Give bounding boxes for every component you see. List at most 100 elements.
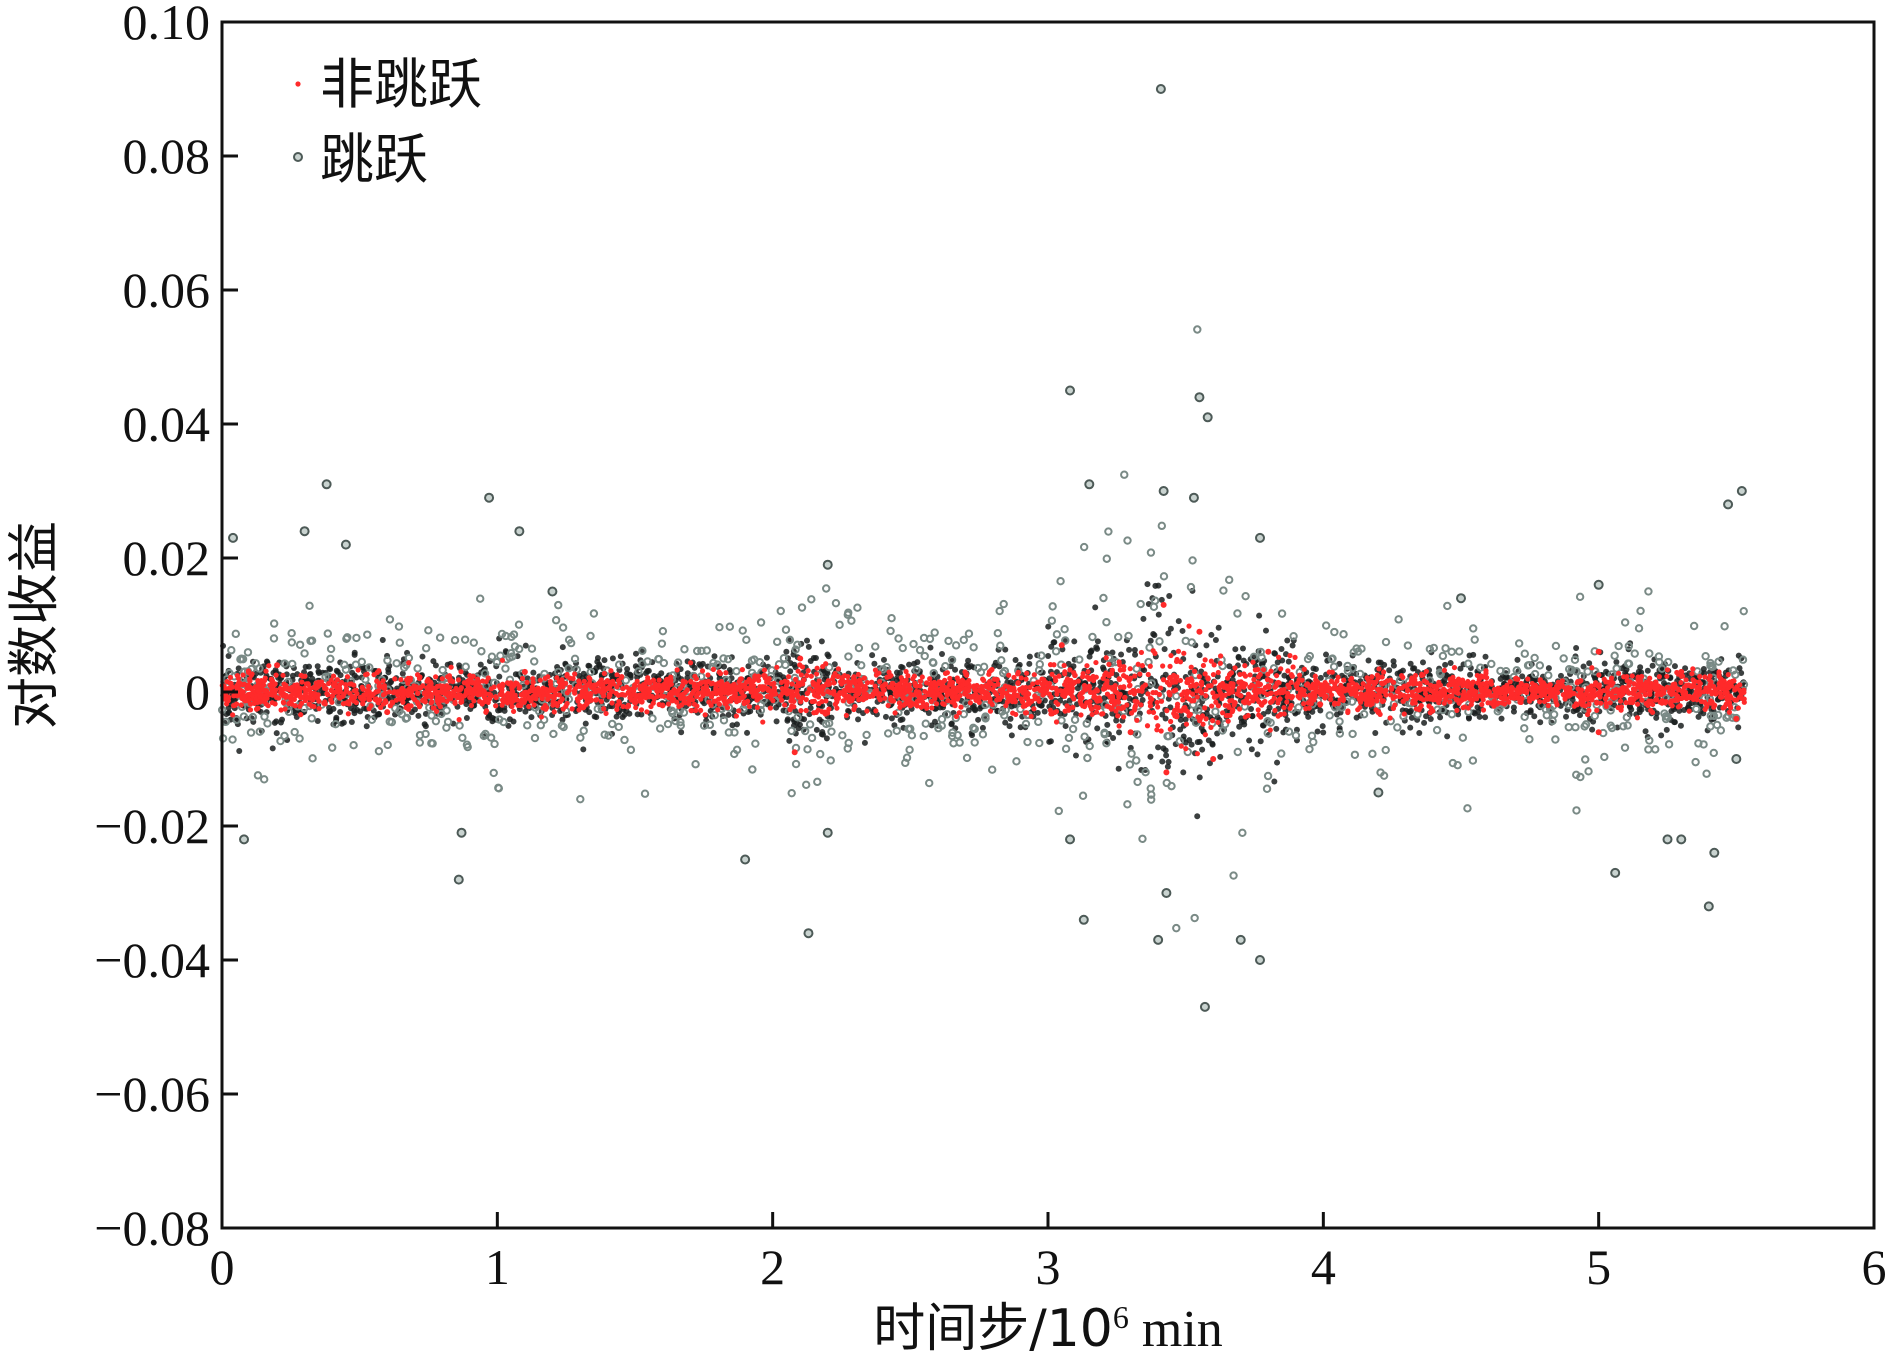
jump-point — [887, 614, 896, 623]
jump-point — [430, 658, 437, 665]
jump-point — [648, 714, 657, 723]
jump-point — [1194, 813, 1201, 820]
jump-point — [1099, 593, 1108, 603]
non-jump-point — [324, 691, 330, 697]
jump-point — [897, 669, 904, 676]
jump-point — [1591, 667, 1600, 676]
jump-point — [1274, 659, 1281, 666]
jump-point — [1653, 714, 1660, 721]
jump-point — [514, 620, 524, 629]
jump-point — [1233, 609, 1242, 618]
jump-point — [1041, 708, 1048, 715]
jump-point — [1257, 738, 1264, 745]
jump-point — [1220, 719, 1230, 729]
jump-point — [1114, 632, 1123, 642]
non-jump-point — [1376, 666, 1382, 672]
jump-point — [1238, 828, 1247, 838]
jump-point — [1470, 635, 1479, 644]
jump-point — [1249, 712, 1256, 719]
jump-point — [1612, 664, 1621, 673]
jump-point — [1329, 662, 1339, 671]
jump-point — [1294, 703, 1303, 712]
jump-point — [1150, 630, 1157, 637]
jump-point — [1271, 650, 1278, 657]
jump-point — [1167, 625, 1174, 632]
non-jump-point — [1726, 709, 1733, 715]
jump-point — [1146, 795, 1156, 804]
jump-point — [1284, 716, 1291, 723]
jump-point — [756, 618, 766, 627]
jump-point — [1320, 729, 1327, 736]
jump-point — [411, 706, 418, 713]
jump-point — [801, 780, 811, 789]
non-jump-point — [448, 664, 454, 670]
jump-point — [1572, 667, 1581, 676]
jump-point — [594, 658, 601, 665]
non-jump-point — [710, 666, 717, 672]
jump-point — [927, 644, 934, 651]
jump-point — [1012, 656, 1019, 663]
jump-point — [307, 714, 316, 723]
jump-point — [962, 753, 972, 763]
non-jump-point — [1284, 699, 1290, 705]
jump-point — [1586, 660, 1593, 667]
non-jump-point — [345, 711, 351, 717]
jump-point — [1335, 717, 1344, 726]
non-jump-point — [1554, 702, 1560, 708]
jump-point — [1097, 679, 1104, 686]
jump-point — [1333, 711, 1340, 718]
jump-point — [551, 616, 561, 625]
jump-point — [564, 635, 574, 645]
jump-point — [696, 672, 706, 681]
jump-point — [1145, 643, 1154, 652]
non-jump-point — [1388, 677, 1394, 683]
jump-point — [415, 712, 422, 719]
jump-point — [559, 716, 566, 723]
jump-point — [596, 663, 603, 670]
jump-point — [1619, 722, 1628, 731]
jump-point — [996, 663, 1003, 670]
jump-point — [1100, 730, 1109, 739]
non-jump-point — [835, 666, 841, 672]
non-jump-point — [1121, 714, 1127, 720]
jump-point — [959, 635, 968, 645]
jump-point — [843, 744, 852, 753]
jump-point — [855, 716, 862, 723]
jump-point — [1702, 769, 1711, 778]
jump-point — [715, 622, 724, 632]
non-jump-point — [1068, 677, 1074, 684]
jump-point — [947, 655, 957, 665]
jump-point — [1469, 624, 1478, 633]
non-jump-point — [446, 685, 453, 691]
jump-point — [1140, 615, 1147, 622]
jump-point — [1016, 704, 1025, 714]
jump-point — [676, 717, 685, 727]
jump-point — [604, 731, 613, 740]
jump-point — [1433, 705, 1442, 714]
jump-point — [501, 664, 510, 673]
jump-point — [1576, 712, 1583, 719]
jump-point — [1277, 749, 1286, 758]
jump-point — [979, 724, 986, 731]
non-jump-point — [804, 690, 810, 697]
jump-point — [807, 595, 816, 604]
jump-point — [479, 731, 489, 741]
jump-point — [593, 704, 602, 714]
jump-point — [1549, 710, 1559, 719]
jump-point — [978, 730, 988, 739]
jump-point — [951, 641, 961, 650]
jump-point — [998, 668, 1008, 678]
jump-point — [640, 789, 650, 798]
non-jump-point — [398, 676, 404, 683]
non-jump-point — [1084, 663, 1090, 669]
jump-point — [1514, 639, 1524, 648]
jump-point — [1083, 753, 1092, 763]
jump-point — [623, 707, 630, 714]
jump-point — [342, 634, 351, 643]
jump-point — [1716, 726, 1726, 735]
jump-point — [333, 714, 340, 721]
non-jump-point — [240, 672, 246, 678]
jump-point — [492, 657, 502, 667]
jump-point — [1314, 728, 1321, 735]
non-jump-point — [897, 704, 903, 711]
